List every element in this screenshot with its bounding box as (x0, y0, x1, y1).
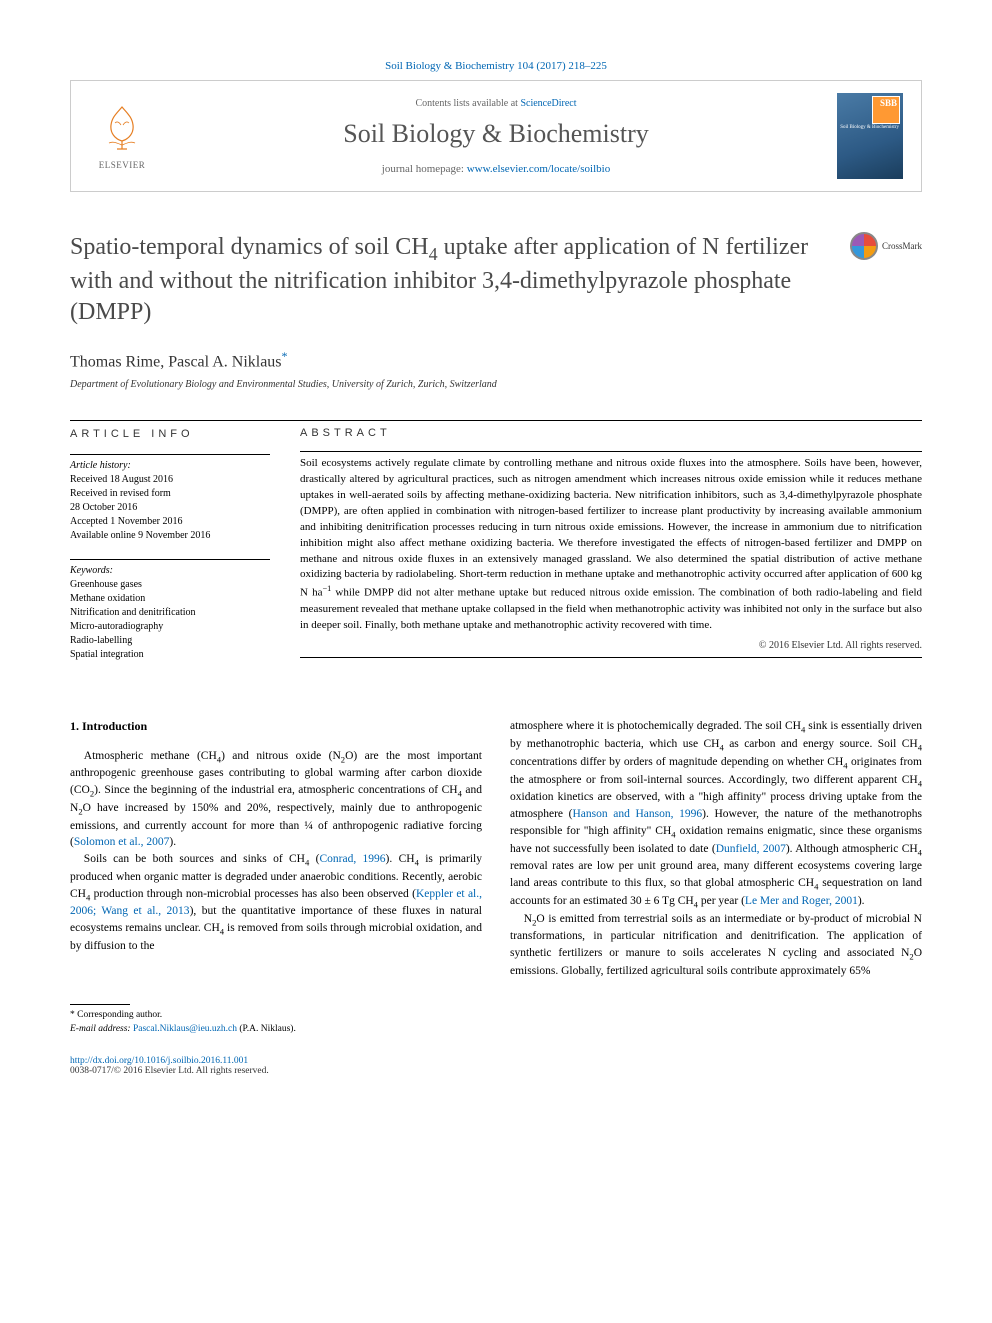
abstract-hr-bottom (300, 657, 922, 658)
journal-cover[interactable]: SBB Soil Biology & Biochemistry (837, 93, 903, 179)
body-columns: 1. Introduction Atmospheric methane (CH4… (70, 718, 922, 1036)
homepage-prefix: journal homepage: (382, 163, 467, 175)
authors: Thomas Rime, Pascal A. Niklaus* (70, 349, 922, 371)
ref-link[interactable]: Conrad, 1996 (319, 853, 385, 865)
journal-header: ELSEVIER Contents lists available at Sci… (70, 80, 922, 192)
email-link[interactable]: Pascal.Niklaus@ieu.uzh.ch (133, 1024, 237, 1034)
received: Received 18 August 2016 (70, 473, 270, 487)
elsevier-label: ELSEVIER (89, 160, 155, 170)
keyword: Greenhouse gases (70, 578, 270, 592)
abstract-hr (300, 451, 922, 452)
accepted: Accepted 1 November 2016 (70, 515, 270, 529)
history-label: Article history: (70, 459, 270, 473)
online: Available online 9 November 2016 (70, 529, 270, 543)
corr-author-label: * Corresponding author. (70, 1009, 482, 1022)
title-row: Spatio-temporal dynamics of soil CH4 upt… (70, 232, 922, 329)
history-block: Article history: Received 18 August 2016… (70, 459, 270, 543)
ref-link[interactable]: Hanson and Hanson, 1996 (572, 808, 702, 820)
journal-name: Soil Biology & Biochemistry (171, 119, 821, 149)
sciencedirect-link[interactable]: ScienceDirect (520, 98, 576, 109)
keyword: Methane oxidation (70, 592, 270, 606)
doi-link[interactable]: http://dx.doi.org/10.1016/j.soilbio.2016… (70, 1056, 248, 1066)
intro-para-2: Soils can be both sources and sinks of C… (70, 851, 482, 954)
article-page: Soil Biology & Biochemistry 104 (2017) 2… (0, 0, 992, 1116)
crossmark-icon (850, 232, 878, 260)
ref-link[interactable]: Le Mer and Roger, 2001 (745, 895, 858, 907)
contents-line: Contents lists available at ScienceDirec… (171, 98, 821, 109)
abstract-column: ABSTRACT Soil ecosystems actively regula… (300, 427, 922, 678)
keywords-block: Keywords: Greenhouse gases Methane oxida… (70, 564, 270, 662)
article-title: Spatio-temporal dynamics of soil CH4 upt… (70, 232, 830, 329)
footnote: * Corresponding author. E-mail address: … (70, 1009, 482, 1036)
body-col-right: atmosphere where it is photochemically d… (510, 718, 922, 1036)
elsevier-tree-icon (97, 103, 147, 153)
contents-prefix: Contents lists available at (415, 98, 520, 109)
info-hr-1 (70, 454, 270, 455)
top-divider (70, 420, 922, 421)
keyword: Micro-autoradiography (70, 620, 270, 634)
keywords-label: Keywords: (70, 564, 270, 578)
abstract-copyright: © 2016 Elsevier Ltd. All rights reserved… (300, 640, 922, 651)
homepage-link[interactable]: www.elsevier.com/locate/soilbio (467, 163, 610, 175)
keyword: Spatial integration (70, 648, 270, 662)
article-info: ARTICLE INFO Article history: Received 1… (70, 427, 270, 678)
header-center: Contents lists available at ScienceDirec… (171, 98, 821, 175)
elsevier-logo[interactable]: ELSEVIER (89, 103, 155, 170)
info-abstract-row: ARTICLE INFO Article history: Received 1… (70, 427, 922, 678)
ref-link[interactable]: Solomon et al., 2007 (74, 836, 170, 848)
corr-mark: * (282, 349, 288, 363)
doi-line: http://dx.doi.org/10.1016/j.soilbio.2016… (70, 1056, 922, 1066)
intro-para-2-cont: atmosphere where it is photochemically d… (510, 718, 922, 910)
abstract-heading: ABSTRACT (300, 427, 922, 439)
abstract-text: Soil ecosystems actively regulate climat… (300, 456, 922, 634)
keyword: Radio-labelling (70, 634, 270, 648)
revised1: Received in revised form (70, 487, 270, 501)
email-line: E-mail address: Pascal.Niklaus@ieu.uzh.c… (70, 1023, 482, 1036)
info-hr-2 (70, 559, 270, 560)
revised2: 28 October 2016 (70, 501, 270, 515)
crossmark-badge[interactable]: CrossMark (850, 232, 922, 260)
intro-para-3: N2O is emitted from terrestrial soils as… (510, 911, 922, 980)
ref-link[interactable]: Dunfield, 2007 (716, 843, 786, 855)
footnote-separator (70, 1004, 130, 1005)
body-col-left: 1. Introduction Atmospheric methane (CH4… (70, 718, 482, 1036)
crossmark-label: CrossMark (882, 241, 922, 251)
homepage-line: journal homepage: www.elsevier.com/locat… (171, 163, 821, 175)
citation-line: Soil Biology & Biochemistry 104 (2017) 2… (70, 60, 922, 72)
keyword: Nitrification and denitrification (70, 606, 270, 620)
cover-title: Soil Biology & Biochemistry (840, 125, 899, 131)
intro-para-1: Atmospheric methane (CH4) and nitrous ox… (70, 748, 482, 851)
cover-abbrev: SBB (880, 99, 897, 108)
affiliation: Department of Evolutionary Biology and E… (70, 379, 922, 390)
intro-heading: 1. Introduction (70, 718, 482, 735)
info-heading: ARTICLE INFO (70, 427, 270, 442)
issn-line: 0038-0717/© 2016 Elsevier Ltd. All right… (70, 1066, 922, 1076)
